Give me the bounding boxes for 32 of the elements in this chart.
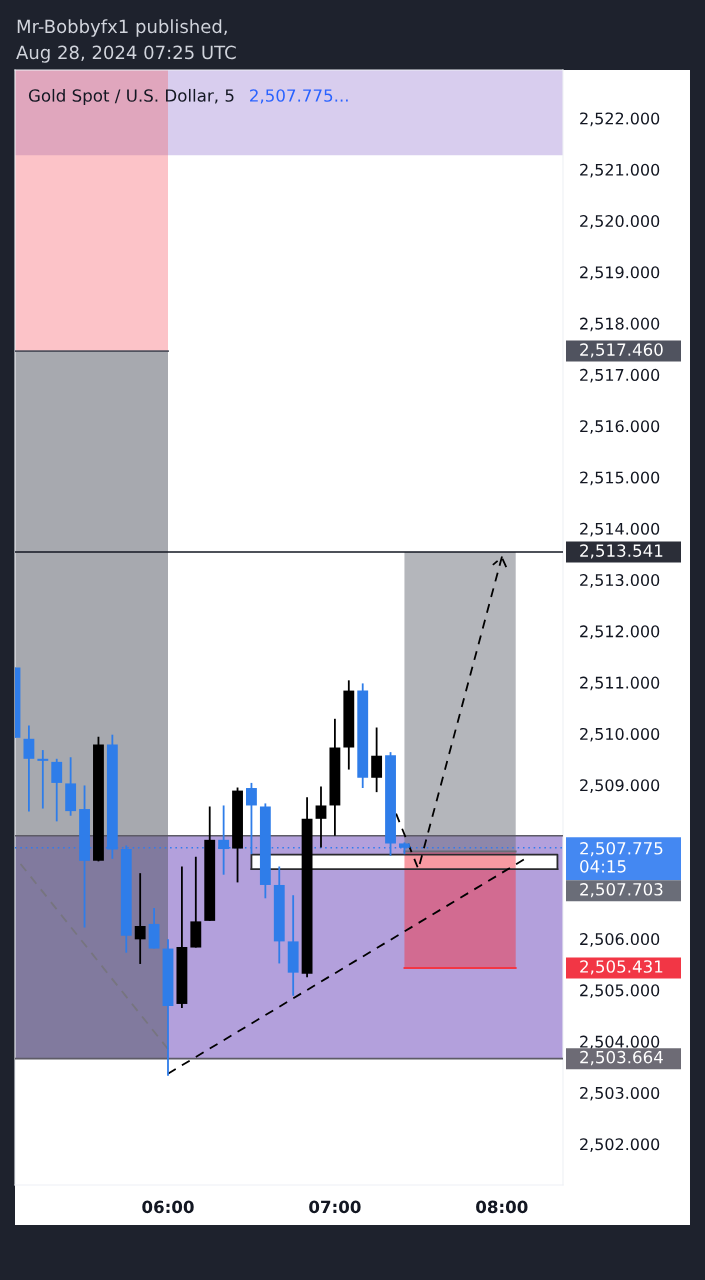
y-tick-label: 2,516.000 <box>580 420 660 434</box>
x-tick-label: 07:00 <box>309 1200 361 1214</box>
y-tick-label: 2,520.000 <box>580 215 660 229</box>
y-tick-label: 2,509.000 <box>580 779 660 793</box>
y-tick-label: 2,519.000 <box>580 266 660 280</box>
ref-line-label: 2,503.664 <box>580 1050 663 1066</box>
text: Aug 28, 2024 07:25 UTC <box>16 45 236 63</box>
text: 2,517.460 <box>580 343 663 358</box>
text: 2,507.775... <box>250 89 348 104</box>
y-tick-label: 2,518.000 <box>580 317 660 332</box>
text: 2,507.703 <box>580 883 663 898</box>
y-tick-label: 2,513.000 <box>580 574 660 588</box>
y-tick-label: 2,506.000 <box>580 933 660 947</box>
text: Gold Spot / U.S. Dollar, 5 <box>28 88 234 106</box>
ref-line-label: 2,513.541 <box>580 544 663 559</box>
y-tick-label: 2,521.000 <box>580 163 660 178</box>
y-tick-label: 2,510.000 <box>580 727 660 742</box>
y-tick-label: 2,505.000 <box>580 984 660 999</box>
text: Mr-Bobbyfx1 published, <box>17 19 227 37</box>
y-tick-label: 2,515.000 <box>580 471 660 486</box>
y-tick-label: 2,511.000 <box>580 676 660 691</box>
ref-line-label: 2,507.775 04:15 <box>580 842 663 873</box>
y-tick-label: 2,517.000 <box>580 368 660 383</box>
y-tick-label: 2,504.000 <box>580 1035 660 1050</box>
y-tick-label: 2,502.000 <box>580 1138 660 1152</box>
y-tick-label: 2,503.000 <box>580 1086 660 1101</box>
x-tick-label: 06:00 <box>142 1200 194 1214</box>
y-tick-label: 2,514.000 <box>580 522 660 537</box>
x-tick-label: 08:00 <box>476 1200 528 1214</box>
y-tick-label: 2,512.000 <box>580 625 660 640</box>
y-tick-label: 2,522.000 <box>580 112 660 127</box>
text: 2,505.431 <box>580 960 663 975</box>
